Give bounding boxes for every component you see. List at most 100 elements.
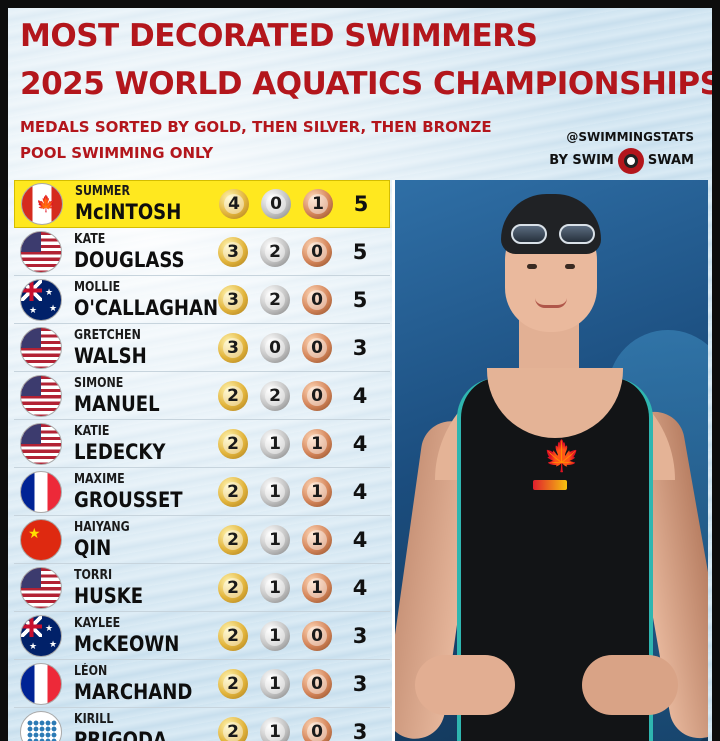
silver-count: 1 (265, 481, 285, 502)
silver-medal-icon: 2 (260, 284, 290, 315)
bronze-medal-icon: 1 (302, 428, 332, 459)
swimmer-name: MOLLIE O'CALLAGHAN (74, 279, 219, 320)
silver-medal-icon: 1 (260, 476, 290, 507)
bronze-count: 0 (307, 721, 327, 741)
silver-count: 2 (265, 289, 285, 310)
last-name: HUSKE (74, 583, 144, 608)
bronze-medal-icon: 1 (303, 189, 333, 219)
last-name: McINTOSH (75, 200, 182, 224)
last-name: QIN (74, 535, 112, 560)
red-bull-logo (533, 480, 567, 492)
silver-count: 0 (265, 337, 285, 358)
gold-count: 2 (223, 529, 243, 550)
first-name: LÉON (74, 663, 108, 679)
silver-count: 1 (265, 673, 285, 694)
gold-medal-icon: 4 (219, 189, 249, 219)
gold-medal-icon: 2 (218, 572, 248, 603)
total-medals: 4 (352, 479, 368, 504)
first-name: KAYLEE (74, 615, 121, 631)
bronze-medal-icon: 0 (302, 236, 332, 267)
silver-medal-icon: 1 (260, 668, 290, 699)
gold-count: 2 (223, 385, 243, 406)
swimswam-logo-icon (617, 148, 644, 174)
silver-medal-icon: 1 (260, 524, 290, 555)
silver-medal-icon: 1 (260, 572, 290, 603)
brand-logo: BY SWIM SWAM (549, 148, 694, 174)
swimmer-row: LÉON MARCHAND 2 1 0 3 (14, 660, 390, 708)
goggles-icon (511, 224, 595, 244)
swimmer-photo: 🍁 (392, 180, 708, 741)
last-name: MANUEL (74, 391, 160, 416)
silver-medal-icon: 0 (260, 332, 290, 363)
medal-counts: 2 1 0 (218, 716, 332, 741)
silver-medal-icon: 2 (260, 380, 290, 411)
swimmer-row: ★ ★ ★ MOLLIE O'CALLAGHAN 3 2 0 5 (14, 276, 390, 324)
silver-count: 1 (265, 529, 285, 550)
first-name: SIMONE (74, 375, 124, 391)
australia-flag-icon: ★ ★ ★ (20, 614, 62, 657)
medal-counts: 2 2 0 (218, 380, 332, 411)
bronze-count: 1 (307, 481, 327, 502)
total-medals: 4 (352, 527, 368, 552)
first-name: HAIYANG (74, 519, 130, 535)
swimmer-row: GRETCHEN WALSH 3 0 0 3 (14, 324, 390, 372)
bronze-count: 0 (307, 625, 327, 646)
title-line-1: MOST DECORATED SWIMMERS (20, 18, 538, 54)
swimmer-name: TORRI HUSKE (74, 569, 214, 607)
gold-count: 3 (223, 289, 243, 310)
bronze-medal-icon: 0 (302, 380, 332, 411)
brand-left-text: BY SWIM (549, 153, 614, 168)
bronze-count: 0 (307, 337, 327, 358)
silver-count: 1 (265, 625, 285, 646)
total-medals: 5 (352, 287, 368, 312)
total-medals: 3 (352, 671, 368, 696)
gold-medal-icon: 3 (218, 332, 248, 363)
gold-medal-icon: 3 (218, 284, 248, 315)
medal-counts: 2 1 1 (218, 476, 332, 507)
gold-count: 2 (223, 481, 243, 502)
swimmer-name: SIMONE MANUEL (74, 377, 214, 415)
total-medals: 4 (352, 575, 368, 600)
bronze-count: 1 (307, 433, 327, 454)
attribution: @SWIMMINGSTATS BY SWIM SWAM (549, 126, 694, 174)
bronze-medal-icon: 1 (302, 572, 332, 603)
swimmer-row: 🍁 SUMMER McINTOSH 4 0 1 5 (14, 180, 390, 228)
last-name: O'CALLAGHAN (74, 295, 219, 320)
social-handle: @SWIMMINGSTATS (566, 130, 694, 144)
swimmer-name: KATIE LEDECKY (74, 425, 214, 463)
first-name: MOLLIE (74, 279, 121, 295)
total-medals: 4 (352, 383, 368, 408)
swimmer-name: SUMMER McINTOSH (75, 185, 215, 223)
silver-count: 0 (266, 194, 286, 214)
usa-flag-icon (20, 374, 62, 417)
swimmer-row: KATE DOUGLASS 3 2 0 5 (14, 228, 390, 276)
bronze-count: 1 (307, 529, 327, 550)
silver-count: 2 (265, 385, 285, 406)
bronze-count: 1 (308, 194, 328, 214)
silver-medal-icon: 1 (260, 428, 290, 459)
silver-medal-icon: 1 (260, 620, 290, 651)
gold-count: 2 (223, 433, 243, 454)
gold-medal-icon: 2 (218, 668, 248, 699)
gold-count: 2 (223, 673, 243, 694)
last-name: WALSH (74, 343, 147, 368)
bronze-count: 0 (307, 673, 327, 694)
total-medals: 5 (353, 192, 369, 216)
silver-count: 1 (265, 433, 285, 454)
usa-flag-icon (20, 230, 62, 273)
silver-count: 2 (265, 241, 285, 262)
bronze-count: 0 (307, 385, 327, 406)
gold-count: 3 (223, 241, 243, 262)
bronze-medal-icon: 0 (302, 716, 332, 741)
gold-medal-icon: 2 (218, 380, 248, 411)
subtitle-sort-note: MEDALS SORTED BY GOLD, THEN SILVER, THEN… (20, 118, 492, 136)
medal-counts: 2 1 0 (218, 620, 332, 651)
bronze-medal-icon: 0 (302, 284, 332, 315)
bronze-count: 0 (307, 289, 327, 310)
total-medals: 5 (352, 239, 368, 264)
silver-medal-icon: 2 (260, 236, 290, 267)
title-line-2: 2025 WORLD AQUATICS CHAMPIONSHIPS (20, 66, 712, 102)
usa-flag-icon (20, 422, 62, 465)
first-name: GRETCHEN (74, 327, 141, 343)
swimmer-row: TORRI HUSKE 2 1 1 4 (14, 564, 390, 612)
